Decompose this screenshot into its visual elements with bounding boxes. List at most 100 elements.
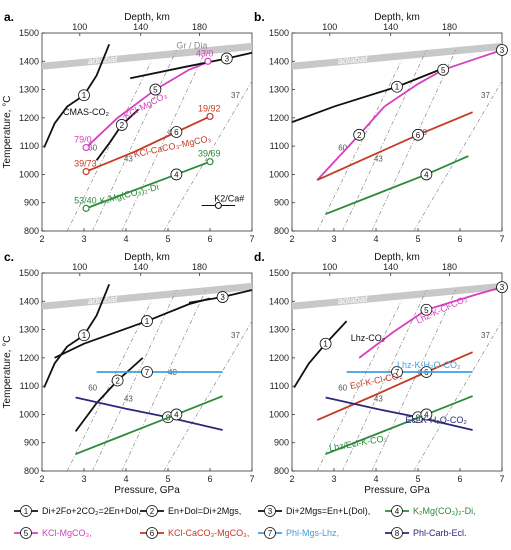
curve-number-marker [78, 89, 90, 102]
curve-number-marker [170, 408, 183, 421]
x-tick-label: 6 [207, 474, 212, 484]
curve-number-label: 7 [395, 368, 400, 377]
x-tick-label: 4 [123, 234, 128, 244]
curve-number-label: 3 [225, 54, 230, 63]
legend-marker [391, 527, 403, 539]
y-tick-label: 1300 [269, 325, 289, 335]
series-line-4 [85, 160, 211, 210]
isotherm-label: 60 [88, 143, 97, 152]
y-tick-label: 900 [274, 438, 289, 448]
depth-tick-label: 100 [322, 262, 337, 272]
legend-number: 1 [24, 507, 29, 516]
curve-number-label: 2 [115, 376, 120, 385]
y-tick-label: 1100 [20, 141, 39, 151]
depth-tick-label: 180 [442, 22, 457, 32]
legend-number: 8 [395, 529, 400, 538]
data-point-label: 39/73 [74, 159, 97, 169]
isotherm-line [121, 289, 207, 472]
curve-number-marker [170, 168, 183, 181]
curve-number-marker [496, 44, 508, 56]
legend-number: 2 [150, 507, 155, 516]
legend-number: 4 [395, 507, 400, 516]
x-tick-label: 3 [81, 474, 86, 484]
y-tick-label: 800 [274, 226, 289, 236]
y-tick-label: 1500 [269, 28, 289, 38]
y-tick-label: 1100 [20, 381, 39, 391]
y-tick-label: 1200 [19, 113, 39, 123]
y-axis-label: Temperature, °C [2, 96, 13, 169]
curve-number-label: 2 [120, 121, 125, 130]
legend-number: 3 [268, 507, 273, 516]
x-tick-label: 5 [165, 234, 170, 244]
x-tick-label: 5 [165, 474, 170, 484]
isotherm-label: 60 [88, 383, 97, 392]
series-line-2 [316, 105, 386, 181]
curve-number-label: 5 [153, 86, 158, 95]
y-tick-label: 1000 [19, 169, 39, 179]
isotherm-label: 43 [374, 155, 383, 164]
y-tick-label: 1400 [269, 296, 289, 306]
y-tick-label: 800 [24, 466, 39, 476]
annotation-label: Ecl-K-H₂O-CO₂ [405, 415, 467, 425]
x-tick-label: 2 [39, 474, 44, 484]
isotherm-label: 43 [374, 395, 383, 404]
x-tick-label: 6 [457, 474, 462, 484]
panel-label: b. [254, 10, 265, 24]
depth-tick-label: 100 [72, 22, 87, 32]
x-tick-label: 2 [289, 474, 294, 484]
curve-number-marker [149, 83, 162, 96]
data-point-marker [206, 158, 214, 166]
y-tick-label: 900 [24, 438, 39, 448]
curve-number-marker [141, 366, 153, 378]
adiabat-band [42, 42, 252, 70]
isotherm-line [121, 49, 207, 232]
x-tick-label: 5 [415, 234, 420, 244]
adiabat-label: adiabat [338, 54, 369, 67]
legend-marker [20, 505, 32, 517]
curve-number-marker [216, 291, 229, 303]
isotherm-label: 37 [481, 91, 490, 100]
isotherm-line [163, 80, 253, 232]
isotherm-label: 37 [231, 91, 240, 100]
legend-number: 7 [268, 529, 273, 538]
depth-tick-label: 140 [133, 262, 148, 272]
x-tick-label: 4 [123, 474, 128, 484]
adiabat-band [42, 282, 252, 310]
curve-number-label: 2 [357, 131, 362, 140]
isotherm-label: 43 [124, 395, 133, 404]
data-point-marker [206, 112, 214, 121]
curve-number-label: 3 [220, 293, 225, 302]
y-tick-label: 1100 [270, 141, 289, 151]
data-point-label: 39/69 [198, 149, 221, 159]
x-tick-label: 7 [249, 234, 254, 244]
adiabat-band [292, 282, 502, 310]
legend-mini-marker [214, 202, 222, 210]
isotherm-line [163, 320, 253, 472]
data-point-label: 19/92 [198, 103, 221, 113]
series-line-1 [291, 67, 444, 123]
y-tick-label: 1200 [269, 353, 289, 363]
y-tick-label: 1300 [19, 325, 39, 335]
legend-label: Di+2Mgs=En+L(Dol), [286, 506, 370, 516]
curve-number-label: 1 [82, 331, 87, 340]
x-tick-label: 6 [207, 234, 212, 244]
x-axis-label: Pressure, GPa [114, 485, 180, 496]
isotherm-line [342, 49, 427, 232]
data-point-label: 43/0 [196, 48, 214, 58]
isotherm-label: 43 [124, 155, 133, 164]
curve-number-marker [319, 337, 332, 350]
curve-number-label: 1 [323, 340, 328, 349]
adiabat-band [292, 42, 502, 70]
y-tick-label: 1000 [269, 169, 289, 179]
depth-axis-label: Depth, km [124, 252, 170, 263]
x-tick-label: 3 [331, 234, 336, 244]
depth-tick-label: 100 [72, 262, 87, 272]
y-tick-label: 1100 [270, 381, 289, 391]
y-tick-label: 1400 [19, 56, 39, 66]
series-line-1 [293, 320, 348, 389]
curve-number-marker [391, 80, 403, 93]
legend-label: En+Dol=Di+2Mgs, [168, 506, 241, 516]
legend-number: 6 [150, 529, 155, 538]
series-line-1 [43, 43, 111, 148]
